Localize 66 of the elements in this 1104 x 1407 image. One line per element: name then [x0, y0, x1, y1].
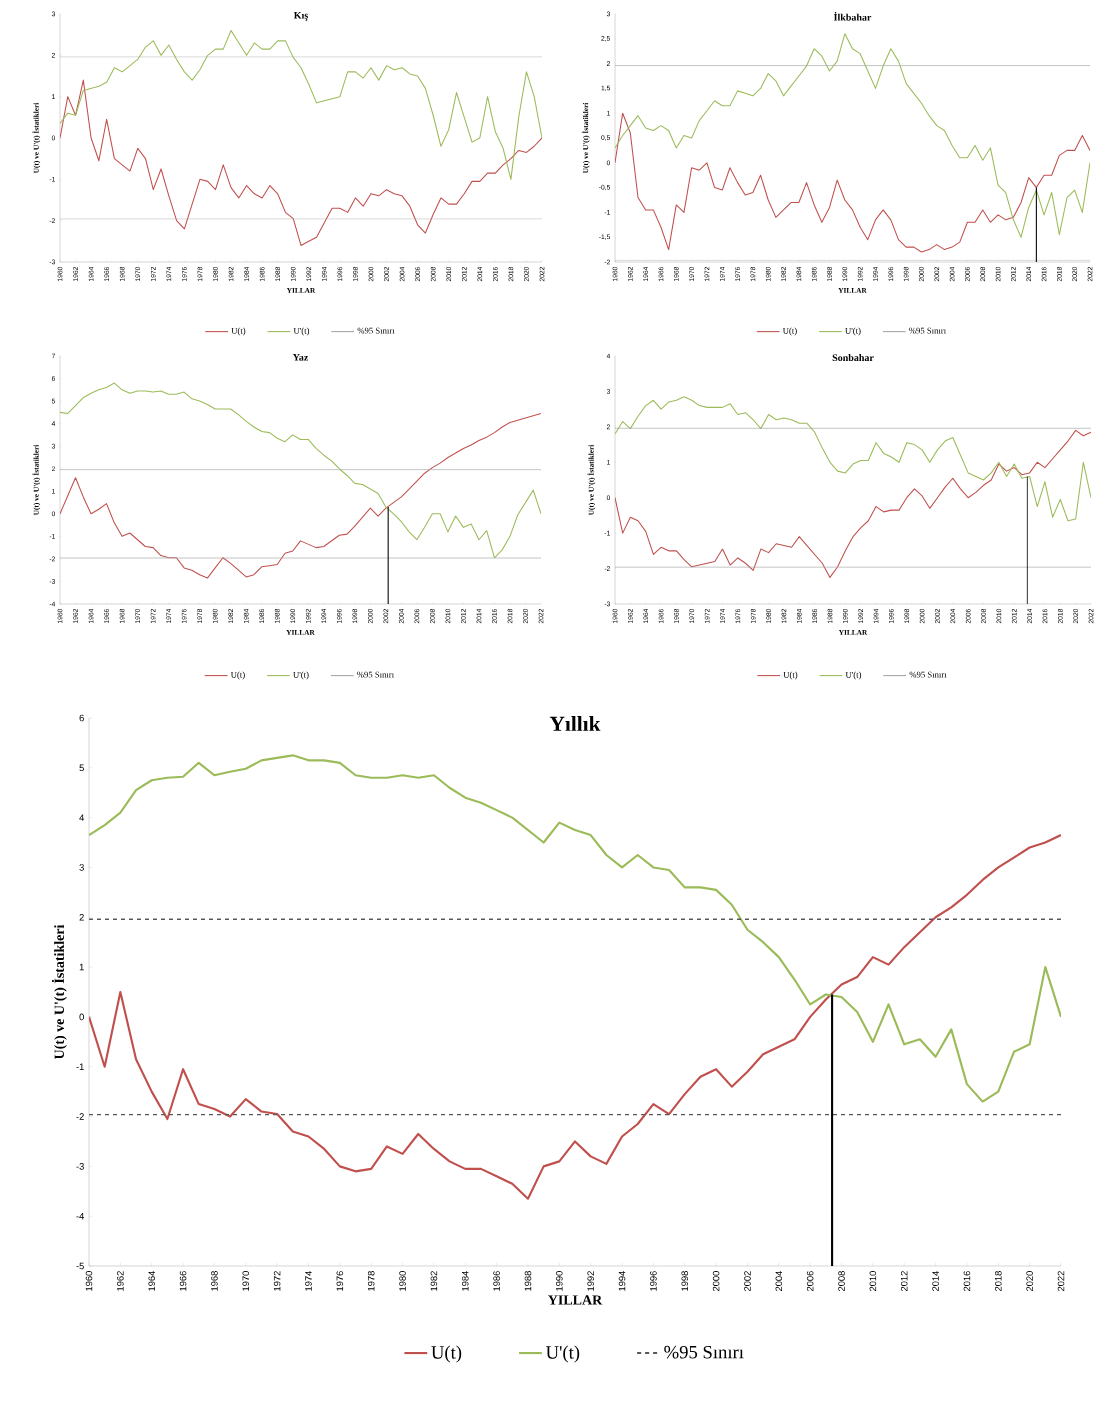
legend-label: U(t)	[783, 671, 798, 680]
x-tick-label: 2008	[838, 1271, 845, 1292]
legend-label: %95 Sınırı	[909, 671, 947, 678]
x-tick-label: 1976	[336, 1271, 344, 1291]
y-tick-label: 6	[79, 714, 84, 722]
legend-label: U'(t)	[845, 327, 861, 336]
legend-label: U(t)	[782, 327, 797, 336]
x-tick-label: 2020	[1026, 1271, 1033, 1292]
legend-label: U'(t)	[293, 671, 309, 680]
y-axis-title: U(t) ve U'(t) İstatikleri	[51, 924, 67, 1060]
x-tick-label: 1962	[117, 1271, 124, 1291]
x-tick-label: 1968	[211, 1271, 218, 1291]
legend-label: U'(t)	[845, 671, 862, 680]
x-axis-title: YILLAR	[548, 1295, 603, 1305]
x-tick-label: 1972	[273, 1271, 281, 1291]
x-tick-label: 1994	[618, 1270, 626, 1291]
y-tick-label: 3	[79, 864, 84, 871]
legend-label: %95 Sınırı	[664, 1345, 744, 1359]
x-tick-label: 1984	[461, 1270, 469, 1291]
y-tick-label: 2	[79, 914, 84, 921]
x-tick-label: 2000	[712, 1271, 720, 1292]
x-tick-label: 1974	[305, 1270, 312, 1291]
x-tick-label: 2022	[1057, 1271, 1065, 1292]
legend-label: U'(t)	[293, 327, 310, 336]
legend-label: U'(t)	[545, 1345, 580, 1363]
y-tick-label: 4	[79, 814, 85, 821]
y-tick-label: -3	[76, 1163, 84, 1170]
x-tick-label: 1998	[681, 1271, 689, 1291]
x-tick-label: 1988	[524, 1271, 532, 1291]
legend-label: U(t)	[431, 1345, 462, 1363]
x-tick-label: 1980	[399, 1271, 406, 1291]
x-tick-label: 1996	[650, 1271, 657, 1291]
y-tick-label: -1	[76, 1063, 84, 1070]
y-tick-label: -4	[76, 1212, 85, 1220]
x-tick-label: 1978	[367, 1271, 375, 1291]
x-tick-label: 2004	[775, 1270, 783, 1292]
x-tick-label: 2002	[744, 1271, 751, 1292]
y-tick-label: -5	[76, 1262, 84, 1270]
x-tick-label: 2014	[932, 1270, 939, 1292]
legend-label: U(t)	[231, 327, 246, 336]
x-tick-label: 2018	[995, 1271, 1002, 1292]
x-tick-label: 1986	[493, 1271, 500, 1291]
x-tick-label: 1990	[556, 1271, 563, 1291]
y-tick-label: 5	[79, 764, 84, 772]
y-tick-label: 1	[79, 963, 84, 971]
y-tick-label: 0	[79, 1013, 84, 1021]
legend-label: %95 Sınırı	[909, 327, 946, 334]
x-tick-label: 2016	[963, 1271, 971, 1292]
chart-title: Sonbahar	[832, 354, 874, 362]
x-tick-label: 1964	[148, 1270, 156, 1291]
x-tick-label: 1992	[587, 1271, 594, 1291]
legend-label: %95 Sınırı	[357, 671, 394, 678]
legend-label: %95 Sınırı	[357, 327, 395, 334]
legend-label: U(t)	[230, 671, 245, 680]
x-tick-label: 1982	[430, 1271, 438, 1291]
x-tick-label: 2006	[806, 1271, 814, 1292]
chart-title: İlkbahar	[833, 12, 872, 21]
x-tick-label: 1970	[242, 1271, 250, 1291]
chart-title: Kış	[293, 12, 308, 21]
y-tick-label: -2	[76, 1113, 84, 1120]
x-tick-label: 1960	[85, 1271, 93, 1291]
x-tick-label: 2012	[900, 1271, 908, 1292]
chart-title: Yıllık	[549, 716, 601, 731]
x-tick-label: 2010	[869, 1271, 877, 1292]
chart-title: Yaz	[292, 354, 309, 361]
x-tick-label: 1966	[179, 1271, 187, 1291]
